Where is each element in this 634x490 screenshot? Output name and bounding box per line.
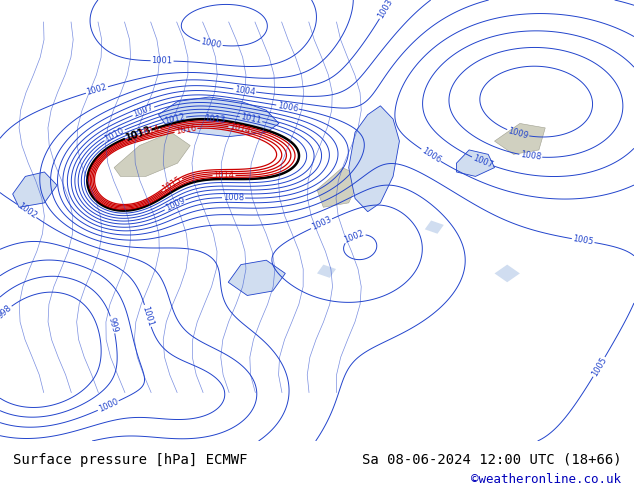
Polygon shape bbox=[349, 106, 399, 212]
Text: 998: 998 bbox=[0, 303, 14, 320]
Text: 1001: 1001 bbox=[140, 305, 155, 327]
Text: 1014: 1014 bbox=[138, 124, 161, 139]
Text: 1001: 1001 bbox=[152, 56, 172, 66]
Text: 1002: 1002 bbox=[16, 201, 38, 220]
Text: 1006: 1006 bbox=[276, 100, 299, 113]
Text: 1014: 1014 bbox=[214, 171, 235, 180]
Text: 1002: 1002 bbox=[86, 83, 108, 97]
Text: 1012: 1012 bbox=[164, 113, 186, 126]
Polygon shape bbox=[13, 172, 57, 207]
Text: 1003: 1003 bbox=[376, 0, 394, 20]
Polygon shape bbox=[114, 132, 190, 176]
Polygon shape bbox=[456, 150, 495, 176]
Text: Sa 08-06-2024 12:00 UTC (18+66): Sa 08-06-2024 12:00 UTC (18+66) bbox=[361, 453, 621, 466]
Text: ©weatheronline.co.uk: ©weatheronline.co.uk bbox=[471, 473, 621, 486]
Text: 1004: 1004 bbox=[234, 85, 256, 97]
Polygon shape bbox=[228, 260, 285, 295]
Text: 1005: 1005 bbox=[572, 234, 594, 247]
Text: 1014: 1014 bbox=[228, 122, 251, 136]
Text: 1007: 1007 bbox=[132, 103, 155, 119]
Text: 1013: 1013 bbox=[124, 125, 153, 143]
Polygon shape bbox=[158, 97, 279, 137]
Text: 1008: 1008 bbox=[223, 193, 244, 202]
Text: 1003: 1003 bbox=[310, 215, 333, 232]
Text: 1007: 1007 bbox=[471, 153, 494, 170]
Text: 1016: 1016 bbox=[175, 123, 197, 136]
Polygon shape bbox=[425, 220, 444, 234]
Text: 1013: 1013 bbox=[204, 114, 226, 125]
Polygon shape bbox=[495, 265, 520, 282]
Text: 1010: 1010 bbox=[103, 126, 126, 144]
Text: 1006: 1006 bbox=[420, 146, 443, 165]
Text: 1005: 1005 bbox=[590, 356, 608, 378]
Text: 1009: 1009 bbox=[164, 196, 186, 213]
Text: 1000: 1000 bbox=[97, 397, 120, 414]
Text: 1011: 1011 bbox=[240, 113, 262, 126]
Text: 1008: 1008 bbox=[520, 150, 542, 162]
Text: 1015: 1015 bbox=[161, 175, 183, 194]
Polygon shape bbox=[495, 123, 545, 154]
Text: 999: 999 bbox=[107, 316, 119, 334]
Polygon shape bbox=[317, 168, 361, 207]
Text: 1002: 1002 bbox=[343, 228, 366, 245]
Text: 1009: 1009 bbox=[507, 126, 529, 141]
Polygon shape bbox=[317, 265, 336, 278]
Text: Surface pressure [hPa] ECMWF: Surface pressure [hPa] ECMWF bbox=[13, 453, 247, 466]
Text: 1000: 1000 bbox=[200, 37, 223, 50]
